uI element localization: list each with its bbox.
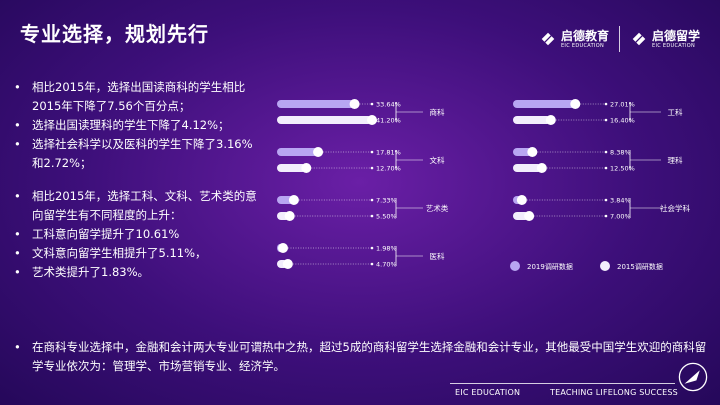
category-label: 工科 (668, 107, 683, 117)
bar (277, 116, 372, 124)
bar-end-dot (570, 99, 581, 109)
bar-end-dot (527, 147, 538, 157)
category-label: 商科 (430, 107, 445, 117)
bar (513, 116, 551, 124)
footer-right: TEACHING LIFELONG SUCCESS (550, 388, 678, 397)
bullet-list: 相比2015年，选择出国读商科的学生相比2015年下降了7.56个百分点； 选择… (14, 78, 264, 282)
bar (513, 100, 576, 108)
bar (277, 260, 288, 268)
logo-right-cn: 启德留学 (651, 28, 700, 43)
value-label: 7.00% (610, 213, 631, 221)
page-title: 专业选择，规划先行 (20, 22, 209, 46)
eic-education-logo: 启德教育 EIC EDUCATION (539, 30, 609, 49)
leader-dot (370, 214, 374, 218)
bar-end-dot (349, 99, 360, 109)
footer-divider (450, 383, 675, 384)
category-label: 理科 (668, 155, 683, 165)
leader-dot (604, 198, 608, 202)
leader-dot (370, 262, 374, 266)
eic-study-abroad-logo: 启德留学 EIC EDUCATION (630, 30, 700, 49)
category-label: 文科 (430, 155, 445, 165)
leader-dot (604, 102, 608, 106)
leader-dot (370, 102, 374, 106)
leader-dot (370, 150, 374, 154)
value-label: 12.70% (376, 165, 401, 173)
bar-end-dot (536, 163, 547, 173)
bullet-item: 艺术类提升了1.83%。 (14, 263, 264, 282)
logo-right-en: EIC EDUCATION (651, 42, 695, 49)
value-label: 1.98% (376, 245, 397, 253)
bar-end-dot (301, 163, 312, 173)
bar (513, 212, 530, 220)
bullet-item: 相比2015年，选择工科、文科、艺术类的意向留学生有不同程度的上升： (14, 187, 264, 225)
legend-label: 2015调研数据 (617, 262, 663, 271)
leader-dot (370, 198, 374, 202)
spacer (14, 173, 264, 187)
value-label: 5.50% (376, 213, 397, 221)
bar (277, 196, 294, 204)
leader-dot (370, 166, 374, 170)
bar-end-dot (516, 195, 527, 205)
bar (277, 148, 319, 156)
value-label: 8.38% (610, 149, 631, 157)
value-label: 7.33% (376, 197, 397, 205)
bar (277, 164, 307, 172)
category-label: 艺术类 (426, 203, 449, 213)
legend-swatch (600, 261, 610, 271)
bar-end-dot (367, 115, 377, 125)
footer-left: EIC EDUCATION (455, 388, 521, 397)
leader-dot (604, 166, 608, 170)
bullet-item: 选择出国读理科的学生下降了4.12%； (14, 116, 264, 135)
logo-left-en: EIC EDUCATION (560, 42, 604, 49)
eic-logo-icon (541, 32, 555, 46)
leader-dot (370, 118, 374, 122)
logo-group: 启德教育 EIC EDUCATION 启德留学 EIC EDUCATION (539, 26, 700, 52)
bar-end-dot (284, 211, 295, 221)
value-label: 17.81% (376, 149, 401, 157)
bullet-item: 相比2015年，选择出国读商科的学生相比2015年下降了7.56个百分点； (14, 78, 264, 116)
bar (513, 148, 533, 156)
bar-end-dot (282, 259, 293, 269)
bar-end-dot (278, 243, 288, 253)
logo-divider (618, 26, 620, 52)
bullet-item: 工科意向留学提升了10.61% (14, 225, 264, 244)
value-label: 27.01% (610, 101, 635, 109)
leader-dot (604, 214, 608, 218)
business-summary: 在商科专业选择中，金融和会计两大专业可谓热中之热，超过5成的商科留学生选择金融和… (14, 338, 712, 376)
leader-dot (604, 150, 608, 154)
bar (277, 100, 355, 108)
value-label: 4.70% (376, 261, 397, 269)
value-label: 41.20% (376, 117, 401, 125)
category-label: 医科 (430, 251, 445, 261)
bar (277, 212, 290, 220)
bar (277, 244, 283, 252)
emblem-icon (678, 362, 708, 392)
bar-end-dot (545, 115, 556, 125)
leader-dot (370, 246, 374, 250)
leader-dot (604, 118, 608, 122)
value-label: 12.50% (610, 165, 635, 173)
bullet-item: 文科意向留学生相提升了5.11%， (14, 244, 264, 263)
legend-label: 2019调研数据 (527, 262, 573, 271)
eic-logo-icon (632, 32, 646, 46)
value-label: 3.84% (610, 197, 631, 205)
legend-swatch (510, 261, 520, 271)
bar-end-dot (313, 147, 324, 157)
value-label: 16.40% (610, 117, 635, 125)
bar-end-dot (288, 195, 299, 205)
value-label: 33.64% (376, 101, 401, 109)
bar (513, 196, 522, 204)
bar (513, 164, 542, 172)
logo-left-cn: 启德教育 (560, 28, 609, 43)
bullet-item: 选择社会科学以及医科的学生下降了3.16%和2.72%； (14, 135, 264, 173)
bar-end-dot (524, 211, 535, 221)
category-label: 社会学科 (660, 203, 690, 213)
